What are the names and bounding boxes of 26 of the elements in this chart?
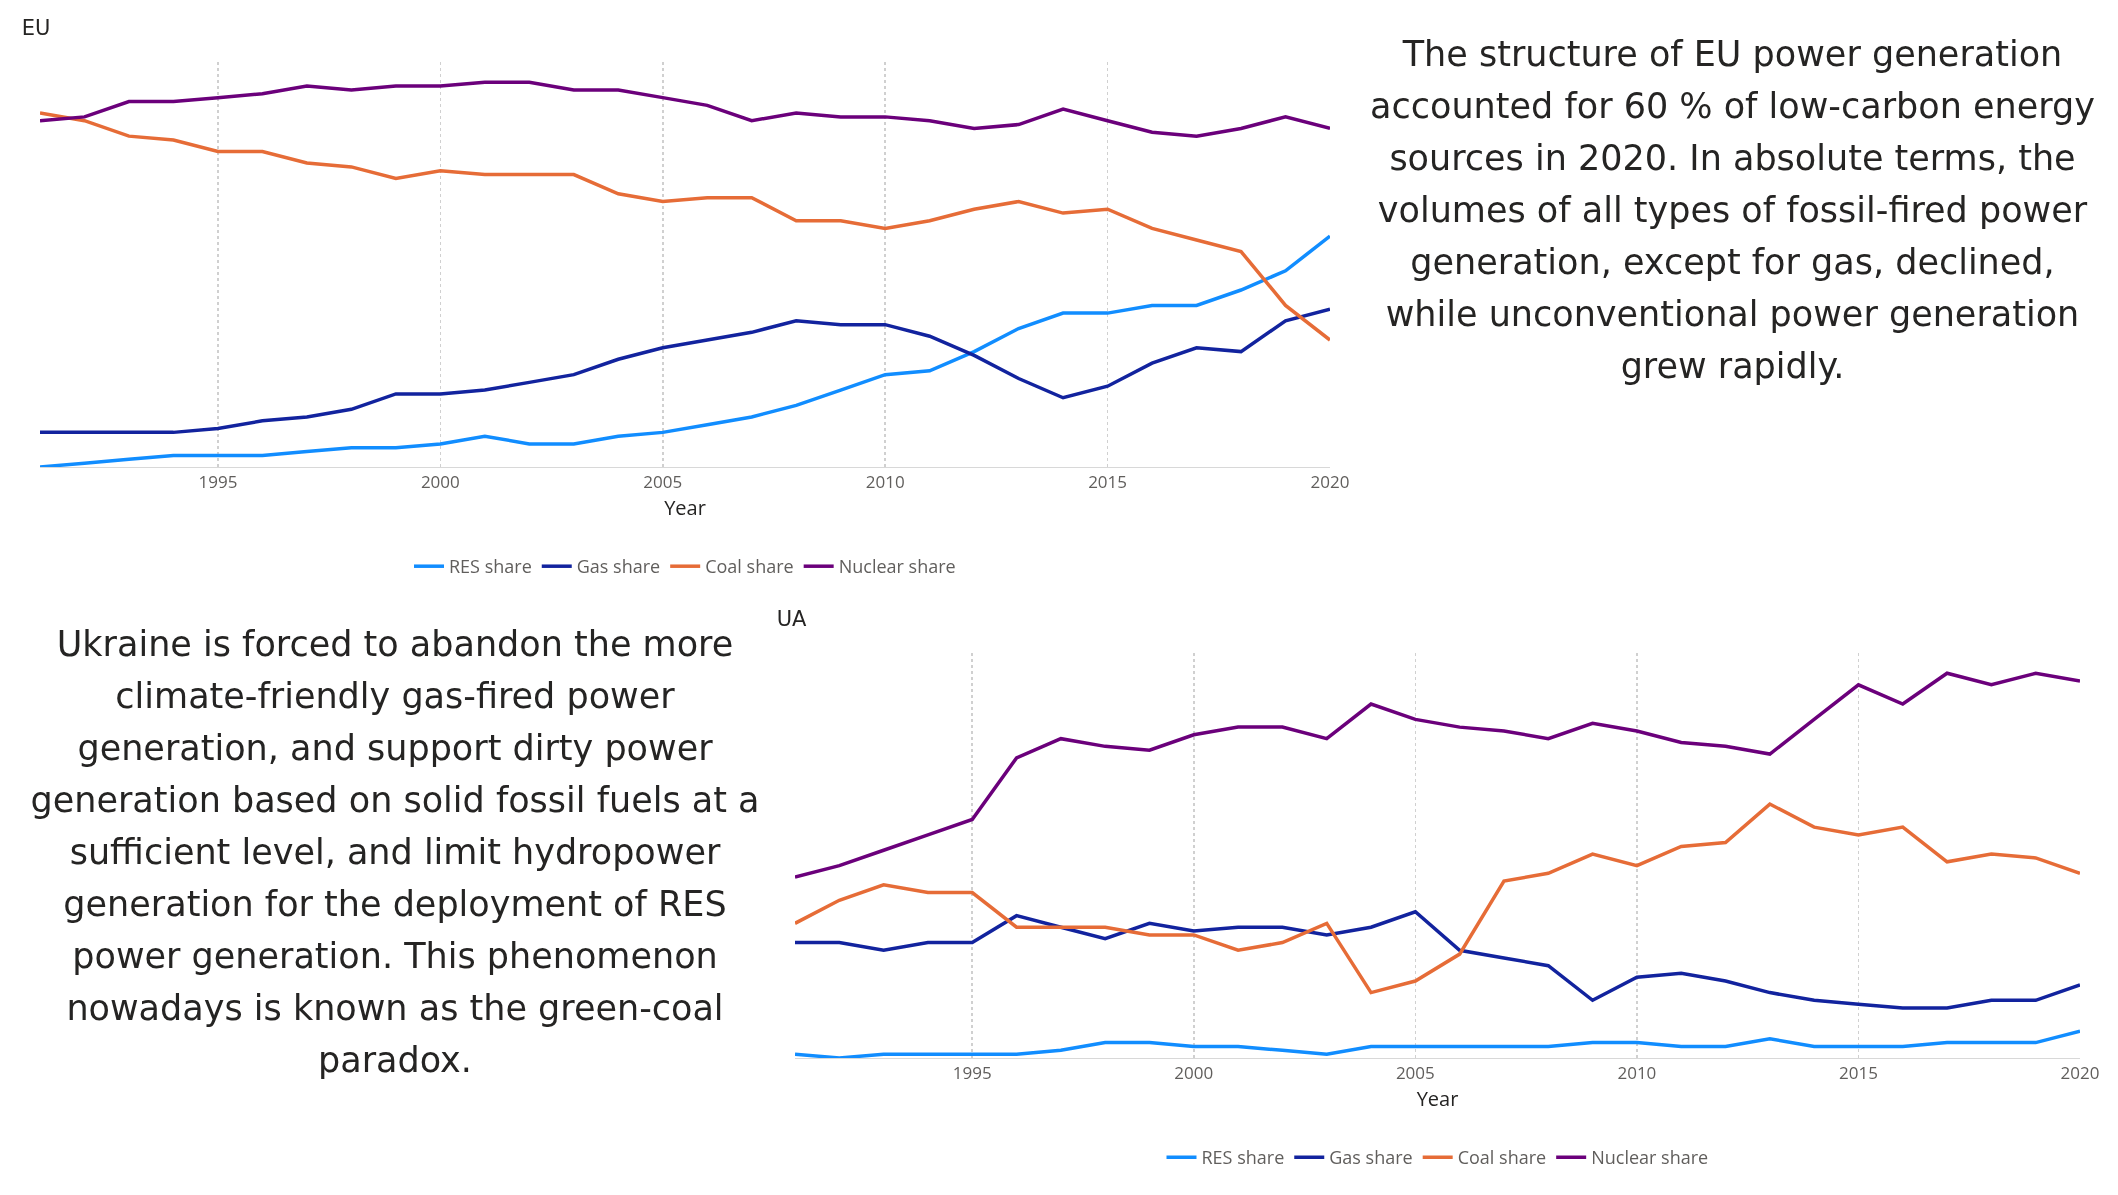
x-tick-label: 2020 [2060, 1061, 2100, 1085]
text: The structure of EU power generation accounted for 60 % of low-carbon energy sources in 2020. In absolute terms, the volumes of all types of fossil-fired power generation, except for gas, declined, while unconventional power generation grew rapidly. [1369, 33, 2096, 388]
x-tick-label: 2015 [1088, 470, 1128, 494]
x-tick-label: 2005 [1395, 1061, 1435, 1085]
x-tick-label: 2005 [643, 470, 683, 494]
x-tick-label: 1995 [198, 470, 238, 494]
chart-title: EU [21, 16, 51, 41]
x-tick-label: 2010 [865, 470, 905, 494]
legend-label: Gas share [576, 554, 661, 579]
x-tick-label: 1995 [952, 1061, 992, 1085]
x-tick-label: 2010 [1617, 1061, 1657, 1085]
x-axis-title: Year [664, 493, 706, 521]
legend-label: Gas share [1329, 1145, 1413, 1170]
x-tick-label: 2020 [1310, 470, 1350, 494]
legend-label: Coal share [705, 554, 794, 579]
x-tick-label: 2000 [1174, 1061, 1214, 1085]
legend-label: Coal share [1457, 1145, 1547, 1170]
legend-label: RES share [449, 554, 532, 579]
chart-title: UA [776, 607, 808, 632]
x-tick-label: 2015 [1839, 1061, 1878, 1085]
legend-label: RES share [1201, 1145, 1285, 1170]
legend-label: Nuclear share [838, 554, 956, 579]
x-axis-title: Year [1416, 1084, 1459, 1112]
legend-label: Nuclear share [1591, 1145, 1709, 1170]
text: Ukraine is forced to abandon the more climate-friendly gas-fired power generation, and support dirty power generation based on solid fossil fuels at a sufficient level, and limit hydropower generation for the deployment of RES power generation. This phenomenon nowadays is known as the green-coal paradox. [30, 624, 760, 1080]
x-tick-label: 2000 [420, 470, 460, 494]
